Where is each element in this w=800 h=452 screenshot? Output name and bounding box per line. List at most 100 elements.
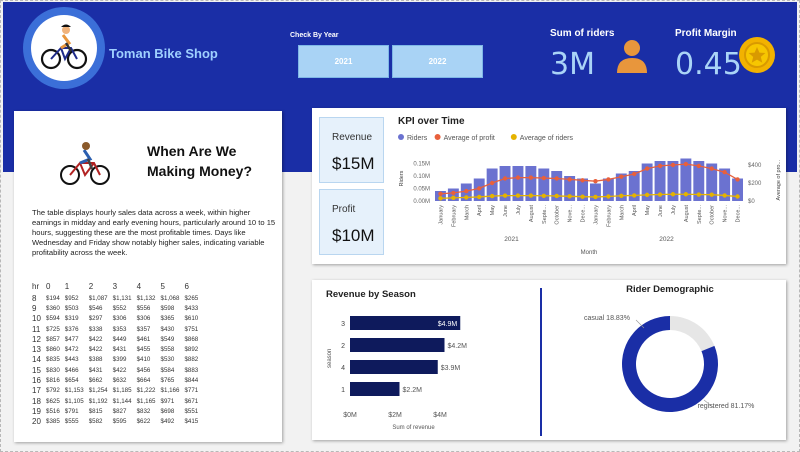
sales-cell: $1,144 — [112, 397, 132, 405]
sales-cell: $549 — [160, 335, 175, 343]
y2-tick-label: $200 — [748, 181, 762, 187]
x-tick-label: May — [490, 205, 496, 216]
sales-cell: $632 — [112, 377, 127, 385]
y-tick-label: 0.15M — [413, 162, 430, 168]
y-tick-label: 0.00M — [413, 199, 430, 205]
series-point — [657, 192, 663, 197]
hourly-sales-description: The table displays hourly sales data acr… — [32, 208, 276, 257]
series-point — [632, 171, 637, 177]
riders-bar — [564, 176, 576, 201]
section-divider — [540, 288, 542, 436]
x-tick-label: March — [619, 205, 625, 220]
season-label: 1 — [341, 387, 345, 394]
riders-bar — [706, 163, 718, 201]
sales-cell: $552 — [112, 304, 127, 312]
sales-cell: $194 — [46, 294, 60, 302]
sales-cell: $654 — [64, 377, 79, 385]
title-line-1: When Are We — [147, 143, 237, 159]
sales-cell: $622 — [136, 418, 151, 426]
table-row: 17 $792 $1,153 $1,254 $1,185 $1,222 $1,166 $771 — [32, 386, 203, 396]
sales-cell: $546 — [88, 304, 103, 312]
riders-bar — [680, 158, 692, 201]
sales-cell: $297 — [88, 315, 103, 323]
chart-title: Revenue by Season — [326, 289, 416, 300]
sales-cell: $455 — [136, 346, 151, 354]
season-label: 2 — [341, 343, 345, 350]
casual-data-label: casual 18.83% — [584, 315, 630, 322]
sales-cell: $868 — [184, 335, 199, 343]
y2-tick-label: $400 — [748, 163, 762, 169]
sales-cell: $1,105 — [64, 397, 84, 405]
x-tick-label: February — [451, 205, 457, 227]
riders-bar — [654, 161, 666, 201]
shop-name: Toman Bike Shop — [109, 46, 218, 61]
year-button-2021[interactable]: 2021 — [298, 45, 389, 78]
season-demographic-card: Revenue by Season 3 $4.9M 2 $4.2M 4 $3.9M 1 $2.2… — [312, 280, 786, 440]
column-header: 2 — [88, 281, 94, 291]
x-tick-label: August — [529, 205, 535, 223]
column-header: 4 — [136, 281, 142, 291]
sales-cell: $1,131 — [112, 294, 132, 302]
profit-margin-kpi-value: 0.45 — [675, 47, 742, 82]
sales-cell: $883 — [184, 366, 199, 374]
sales-cell: $461 — [136, 335, 151, 343]
hour-cell: 17 — [32, 386, 41, 396]
series-point — [606, 177, 611, 182]
profit-label: Profit — [332, 204, 356, 215]
sales-cell: $625 — [46, 397, 60, 405]
sales-cell: $1,222 — [136, 387, 156, 395]
revenue-card: Revenue $15M — [319, 117, 384, 183]
profit-card: Profit $10M — [319, 189, 384, 255]
registered-callout-line — [703, 399, 715, 409]
revenue-label: Revenue — [332, 132, 373, 143]
series-point — [451, 195, 456, 201]
sales-cell: $466 — [64, 366, 79, 374]
riders-bar — [590, 183, 601, 201]
sales-cell: $556 — [136, 304, 151, 312]
x-tick-label: October — [710, 205, 716, 225]
series-point — [696, 192, 701, 197]
hour-cell: 15 — [32, 365, 41, 375]
sales-cell: $422 — [88, 335, 103, 343]
x-tick-label: October — [555, 205, 561, 225]
sales-cell: $1,192 — [88, 397, 108, 405]
when-making-money-panel: When Are We Making Money? The table disp… — [14, 111, 282, 442]
year-button-2022[interactable]: 2022 — [392, 45, 483, 78]
table-row: 15 $830 $466 $431 $422 $456 $584 $883 — [32, 365, 203, 375]
season-label: 3 — [341, 321, 345, 328]
series-point — [554, 176, 559, 181]
x-tick-label: Septe... — [697, 205, 703, 224]
riders-bar — [719, 168, 731, 201]
sales-cell: $357 — [136, 325, 151, 333]
casual-callout-line — [635, 319, 645, 329]
series-point — [709, 166, 714, 171]
y2-axis-title: Average of pro... — [776, 159, 782, 200]
series-point — [593, 179, 598, 184]
chart-title: KPI over Time — [398, 116, 465, 127]
profit-margin-kpi-title: Profit Margin — [675, 28, 737, 39]
riders-bar — [551, 171, 563, 201]
sales-cell: $844 — [184, 377, 199, 385]
table-header-row: hr 0 1 2 3 4 5 6 — [32, 279, 203, 293]
series-point — [683, 192, 689, 197]
hour-cell: 12 — [32, 334, 41, 344]
x-tick-label: June — [658, 205, 664, 217]
riders-bar — [499, 166, 511, 201]
sales-cell: $1,087 — [88, 294, 108, 302]
y2-tick-label: $0 — [748, 199, 755, 205]
sales-cell: $443 — [64, 356, 79, 364]
series-point — [567, 194, 572, 199]
sales-cell: $530 — [160, 356, 175, 364]
series-point — [722, 193, 727, 198]
sales-cell: $765 — [160, 377, 175, 385]
sales-cell: $385 — [46, 418, 60, 426]
x-tick-label: May — [645, 205, 651, 216]
coin-icon — [739, 37, 775, 73]
sales-cell: $827 — [112, 407, 127, 415]
sales-cell: $353 — [112, 325, 127, 333]
rider-demographic-chart: Rider Demographic casual 18.83% registered… — [584, 284, 754, 412]
riders-bar — [525, 166, 537, 201]
sales-cell: $671 — [184, 397, 199, 405]
sales-cell: $771 — [184, 387, 199, 395]
riders-bar — [512, 166, 524, 201]
